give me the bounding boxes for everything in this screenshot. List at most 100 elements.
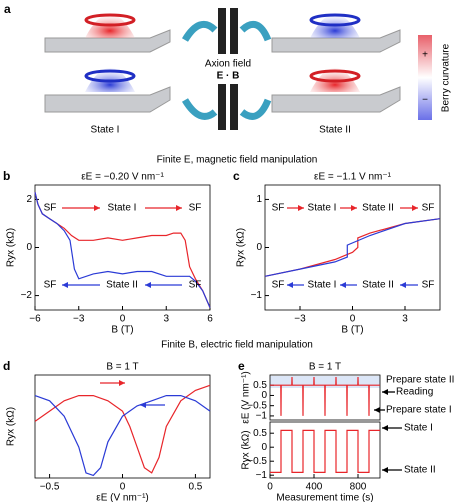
y-axis-label: Ryx (kΩ)	[6, 228, 17, 267]
x-tick-label: −3	[294, 314, 306, 325]
y-tick-label: −0.5	[247, 400, 267, 411]
orbit	[309, 13, 361, 27]
annotation: SF	[44, 280, 57, 291]
annotation: State II	[404, 465, 436, 476]
data-line	[270, 376, 380, 416]
arrow-head	[382, 467, 388, 473]
annotation: State II	[106, 280, 138, 291]
annotation: SF	[272, 280, 285, 291]
orbit	[84, 69, 136, 83]
annotation: State I	[108, 203, 137, 214]
field-arrow	[218, 8, 226, 54]
y-tick-label: 0	[256, 242, 262, 253]
y-tick-label: −1	[251, 290, 263, 301]
chart-title: B = 1 T	[106, 362, 138, 373]
x-tick-label: 6	[207, 314, 213, 325]
switch-arrow	[181, 20, 218, 42]
state-label: State I	[91, 125, 120, 136]
x-tick-label: 3	[163, 314, 169, 325]
y-axis-label: Ryx (kΩ)	[236, 228, 247, 267]
data-line	[34, 384, 211, 474]
chart-title: εE = −0.20 V nm⁻¹	[81, 172, 164, 183]
arrow-head	[298, 205, 304, 211]
switch-arrow	[239, 98, 272, 120]
annotation: Prepare state I	[386, 405, 452, 416]
x-tick-label: 0.5	[188, 482, 202, 493]
arrow-head	[382, 425, 388, 431]
colorbar-plus: +	[422, 50, 428, 61]
state-label: State II	[319, 125, 351, 136]
x-tick-label: 800	[350, 482, 367, 493]
y-axis-label: Ryx (kΩ)	[241, 430, 252, 469]
x-tick-label: 3	[402, 314, 408, 325]
annotation: Reading	[396, 387, 433, 398]
field-arrow	[218, 84, 226, 130]
arrow-head	[62, 282, 68, 288]
annotation: SF	[422, 203, 435, 214]
y-tick-label: −1	[256, 411, 268, 422]
arrow-head	[374, 407, 380, 413]
panel-a-diagram	[44, 8, 432, 130]
arrow-head	[94, 205, 100, 211]
arrow-head	[412, 205, 418, 211]
arrow-head	[287, 282, 293, 288]
arrow-head	[351, 205, 357, 211]
y-tick-label: 0	[26, 242, 32, 253]
annotation: SF	[189, 280, 202, 291]
data-line	[264, 218, 441, 277]
section-heading: Finite B, electric field manipulation	[161, 340, 313, 351]
chart-title: εE = −1.1 V nm⁻¹	[314, 172, 392, 183]
x-tick-label: −3	[73, 314, 85, 325]
slab	[271, 86, 401, 113]
switch-arrow	[181, 98, 218, 120]
field-arrow	[230, 8, 238, 54]
colorbar-label: Berry curvature	[441, 43, 452, 112]
y-axis-label: εE (V nm⁻¹)	[241, 371, 252, 424]
plot-frame	[269, 374, 381, 421]
arrow-head	[119, 380, 125, 386]
arrow-head	[382, 389, 388, 395]
chart-title: B = 1 T	[309, 362, 341, 373]
y-tick-label: 1	[256, 194, 262, 205]
panel-label: b	[3, 169, 10, 183]
panel-label: d	[3, 359, 10, 373]
annotation: State II	[362, 203, 394, 214]
eb-label: E · B	[217, 71, 240, 82]
annotation: State I	[308, 203, 337, 214]
y-tick-label: −1	[256, 470, 268, 481]
arrow-head	[400, 282, 406, 288]
orbit	[309, 69, 361, 83]
data-line	[264, 218, 441, 277]
annotation: State I	[404, 423, 433, 434]
annotation: Prepare state II	[386, 375, 454, 386]
data-line	[270, 429, 380, 473]
plot-frame	[34, 374, 211, 479]
orbit	[84, 13, 136, 27]
slab	[44, 86, 171, 113]
y-axis-label: Ryx (kΩ)	[6, 407, 17, 446]
axion-label: Axion field	[205, 59, 251, 70]
data-line	[34, 192, 211, 308]
x-tick-label: 0	[350, 314, 356, 325]
colorbar	[418, 35, 432, 120]
x-tick-label: 0	[120, 314, 126, 325]
y-tick-label: 0.5	[253, 428, 267, 439]
arrow-head	[145, 282, 151, 288]
y-tick-label: 0	[261, 390, 267, 401]
y-tick-label: −2	[21, 290, 33, 301]
field-arrow	[230, 84, 238, 130]
annotation: SF	[272, 203, 285, 214]
y-tick-label: 2	[26, 194, 32, 205]
x-axis-label: B (T)	[341, 325, 363, 336]
plot-frame	[264, 184, 441, 311]
annotation: SF	[422, 280, 435, 291]
slab	[271, 29, 401, 53]
plot-frame	[269, 421, 381, 479]
x-tick-label: −0.5	[40, 482, 60, 493]
arrow-head	[176, 205, 182, 211]
data-line	[34, 395, 211, 477]
arrow-head	[140, 402, 146, 408]
x-axis-label: εE (V nm⁻¹)	[96, 493, 149, 502]
panel-label: a	[4, 2, 11, 16]
slab	[44, 29, 171, 53]
